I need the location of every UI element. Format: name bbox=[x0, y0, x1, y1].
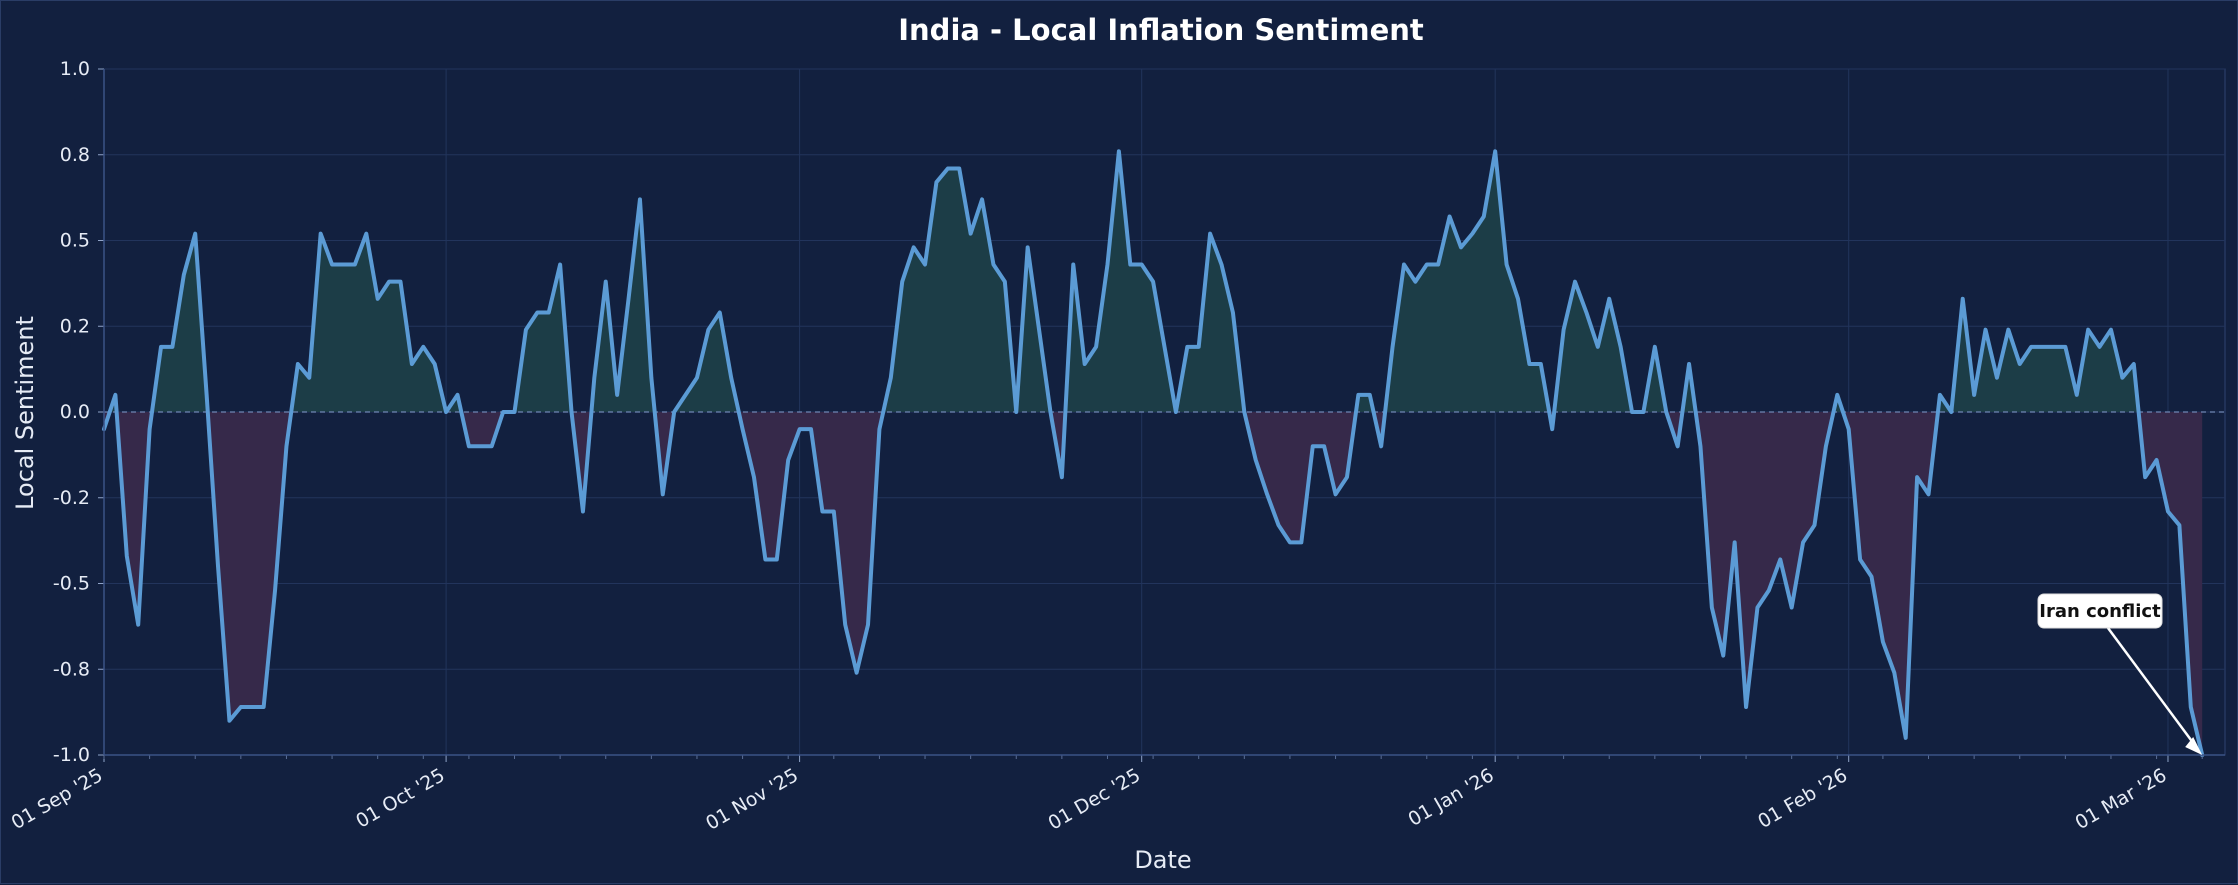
area-fill bbox=[104, 151, 2203, 755]
y-tick-label: -0.2 bbox=[53, 487, 90, 509]
x-tick-label: 01 Nov '25 bbox=[702, 764, 802, 834]
positive-area bbox=[883, 168, 1051, 412]
negative-area bbox=[1842, 412, 1938, 738]
negative-area bbox=[1695, 412, 1834, 707]
annotation-label: Iran conflict bbox=[2039, 601, 2161, 622]
x-tick-label: 01 Jan '26 bbox=[1404, 764, 1497, 831]
x-tick-label: 01 Dec '25 bbox=[1044, 764, 1144, 834]
y-tick-label: 1.0 bbox=[60, 58, 90, 80]
negative-area bbox=[207, 412, 292, 721]
positive-area bbox=[151, 233, 208, 412]
positive-area bbox=[291, 233, 462, 412]
annotation-box bbox=[2037, 593, 2163, 629]
axes bbox=[98, 68, 2225, 762]
positive-area bbox=[514, 264, 572, 412]
series-line bbox=[102, 149, 2205, 757]
sentiment-line bbox=[102, 149, 2205, 757]
x-tick-label: 01 Feb '26 bbox=[1754, 764, 1851, 833]
y-tick-label: -0.8 bbox=[53, 658, 90, 680]
negative-area bbox=[116, 412, 152, 625]
positive-area bbox=[591, 199, 655, 412]
y-tick-label: 0.5 bbox=[60, 230, 90, 252]
x-tick-label: 01 Mar '26 bbox=[2072, 764, 2171, 834]
annotation-arrowhead bbox=[2185, 737, 2203, 755]
negative-area bbox=[738, 412, 884, 673]
y-tick-label: 0.2 bbox=[60, 315, 90, 337]
annotation-arrow bbox=[2106, 627, 2198, 748]
y-tick-label: 0.8 bbox=[60, 144, 90, 166]
x-tick-label: 01 Sep '25 bbox=[8, 764, 107, 834]
x-axis-label: Date bbox=[1134, 846, 1191, 874]
y-tick-label: -1.0 bbox=[53, 744, 90, 766]
positive-area bbox=[1554, 281, 1667, 412]
negative-area bbox=[1244, 412, 1356, 543]
chart-title: India - Local Inflation Sentiment bbox=[898, 13, 1424, 47]
annotations: Iran conflict bbox=[2037, 593, 2203, 755]
negative-area bbox=[2138, 412, 2203, 755]
y-axis-label: Local Sentiment bbox=[11, 316, 39, 510]
x-tick-label: 01 Oct '25 bbox=[352, 764, 448, 832]
negative-area bbox=[461, 412, 515, 447]
y-tick-label: -0.5 bbox=[53, 573, 90, 595]
negative-area bbox=[571, 412, 592, 512]
positive-area bbox=[1385, 151, 1550, 412]
positive-area bbox=[1937, 298, 2139, 412]
y-tick-label: 0.0 bbox=[60, 401, 90, 423]
